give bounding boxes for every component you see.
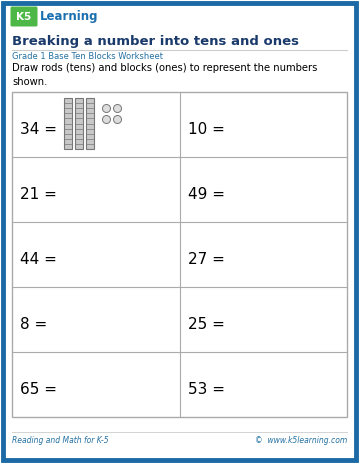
- Text: 21 =: 21 =: [20, 187, 57, 202]
- Text: Reading and Math for K-5: Reading and Math for K-5: [12, 436, 109, 445]
- Text: 34 =: 34 =: [20, 122, 57, 137]
- Text: ©  www.k5learning.com: © www.k5learning.com: [255, 436, 347, 445]
- Text: Draw rods (tens) and blocks (ones) to represent the numbers
shown.: Draw rods (tens) and blocks (ones) to re…: [12, 63, 317, 87]
- Circle shape: [103, 115, 111, 124]
- Text: 10 =: 10 =: [187, 122, 224, 137]
- Text: 25 =: 25 =: [187, 317, 224, 332]
- Bar: [64, 98, 72, 149]
- Text: 27 =: 27 =: [187, 252, 224, 267]
- Text: 44 =: 44 =: [20, 252, 57, 267]
- Text: 49 =: 49 =: [187, 187, 224, 202]
- Text: Breaking a number into tens and ones: Breaking a number into tens and ones: [12, 35, 299, 48]
- Text: 65 =: 65 =: [20, 382, 57, 397]
- Circle shape: [113, 115, 121, 124]
- Text: 8 =: 8 =: [20, 317, 47, 332]
- Bar: [75, 98, 83, 149]
- Bar: [86, 98, 94, 149]
- Circle shape: [113, 105, 121, 113]
- Text: 53 =: 53 =: [187, 382, 224, 397]
- Text: Learning: Learning: [40, 10, 98, 23]
- Text: K5: K5: [17, 12, 32, 21]
- Circle shape: [103, 105, 111, 113]
- FancyBboxPatch shape: [10, 6, 37, 26]
- Bar: [12, 92, 347, 417]
- Text: Grade 1 Base Ten Blocks Worksheet: Grade 1 Base Ten Blocks Worksheet: [12, 52, 163, 61]
